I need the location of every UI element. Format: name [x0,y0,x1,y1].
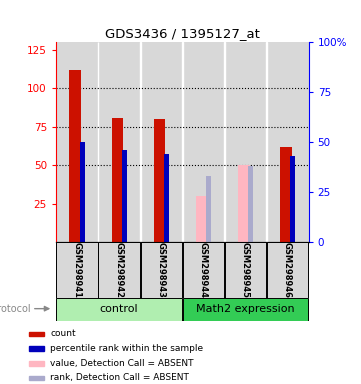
Text: value, Detection Call = ABSENT: value, Detection Call = ABSENT [51,359,194,367]
Text: protocol: protocol [0,304,31,314]
Text: rank, Detection Call = ABSENT: rank, Detection Call = ABSENT [51,373,189,382]
Bar [99,242,140,298]
Bar [248,166,253,242]
Bar [267,42,308,242]
Text: GSM298943: GSM298943 [157,242,166,298]
Bar [79,142,84,242]
Bar [56,242,97,298]
Bar [56,298,182,321]
Bar [97,42,99,242]
Text: GSM298941: GSM298941 [73,242,82,298]
Bar [140,42,182,242]
Text: GSM298942: GSM298942 [115,242,123,298]
Bar [183,298,308,321]
Bar [164,154,169,242]
Bar [290,156,295,242]
Bar [206,176,211,242]
Bar [196,196,208,242]
Bar [56,42,97,242]
Bar [122,150,127,242]
Bar [154,119,165,242]
Bar [238,165,250,242]
Bar [225,42,266,242]
Bar [182,42,183,242]
Bar [112,118,123,242]
Bar [29,332,44,336]
Bar [99,42,140,242]
Bar [183,242,224,298]
Bar [29,376,44,380]
Bar [29,361,44,366]
Bar [267,242,308,298]
Text: count: count [51,329,76,338]
Bar [224,42,225,242]
Text: percentile rank within the sample: percentile rank within the sample [51,344,204,353]
Bar [266,42,267,242]
Text: GSM298946: GSM298946 [283,242,292,298]
Text: GSM298944: GSM298944 [199,242,208,298]
Bar [140,242,182,298]
Text: GSM298945: GSM298945 [241,242,250,298]
Bar [280,147,292,242]
Text: control: control [100,304,138,314]
Bar [183,42,224,242]
Bar [225,242,266,298]
Text: Math2 expression: Math2 expression [196,304,295,314]
Title: GDS3436 / 1395127_at: GDS3436 / 1395127_at [105,26,260,40]
Bar [29,346,44,351]
Bar [69,70,81,242]
